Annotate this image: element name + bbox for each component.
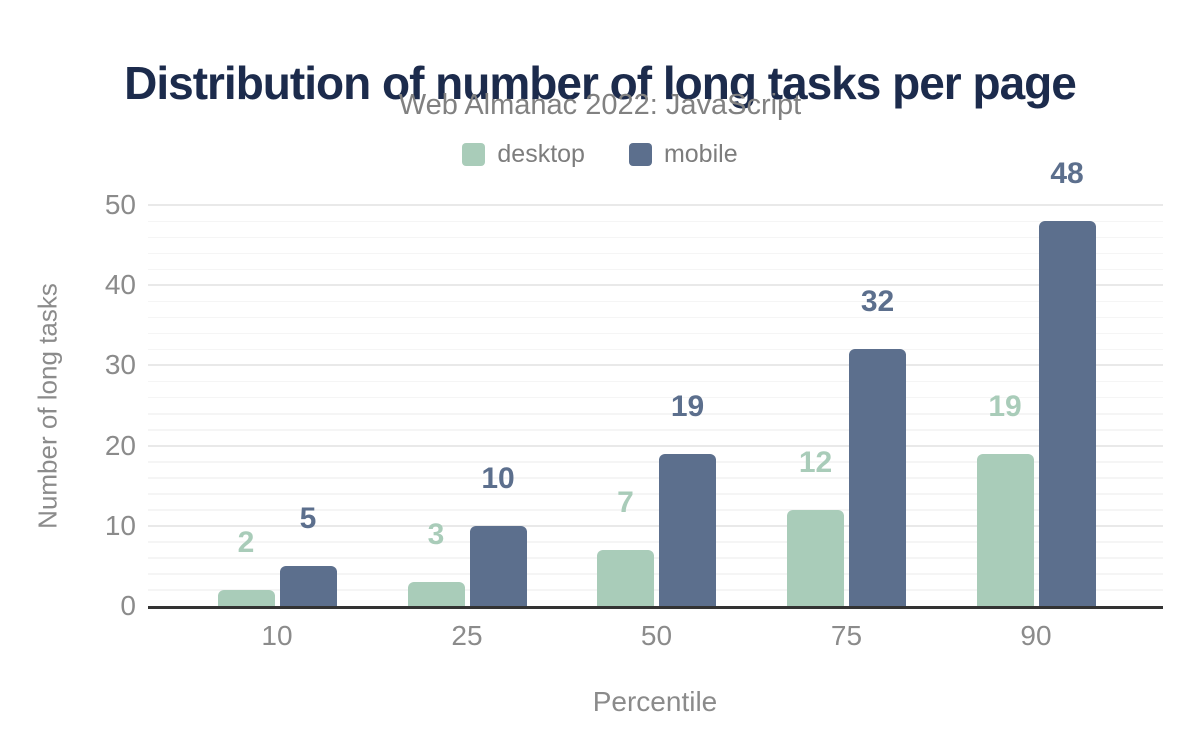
gridline-minor [148,541,1163,543]
bar-value-mobile-p90: 48 [1050,157,1084,191]
x-tick-label: 90 [1020,620,1052,651]
gridline-minor [148,509,1163,511]
bar-desktop-p90[interactable] [976,453,1034,606]
bar-mobile-p10[interactable] [279,565,337,606]
y-tick-label: 20 [104,429,136,461]
gridline-minor [148,268,1163,271]
y-axis-title: Number of long tasks [32,282,63,529]
bar-mobile-p25[interactable] [469,525,527,606]
gridline-minor [148,461,1163,463]
legend-item-desktop[interactable]: desktop [462,140,585,169]
legend-item-mobile[interactable]: mobile [628,140,738,169]
bar-desktop-p25[interactable] [407,581,465,606]
gridline-minor [148,493,1163,495]
y-tick-label: 40 [104,269,136,301]
gridline-minor [148,220,1163,223]
y-tick-label: 10 [104,509,136,541]
bar-value-mobile-p50: 19 [670,389,705,423]
chart-title: Distribution of number of long tasks per… [124,56,1077,109]
mobile-swatch-icon [628,143,652,166]
bar-value-desktop-p10: 2 [237,525,255,559]
bar-value-desktop-p50: 7 [617,485,634,519]
gridline-minor [148,413,1163,415]
bar-value-desktop-p90: 19 [988,389,1022,423]
legend-label-desktop: desktop [497,140,585,168]
x-tick-label: 25 [451,620,483,651]
x-axis-title: Percentile [592,686,718,717]
gridline-major [148,204,1163,206]
x-tick-label: 75 [830,620,863,651]
gridline-major [148,364,1163,367]
gridline-minor [148,300,1163,303]
gridline-minor [148,236,1163,239]
bar-mobile-p50[interactable] [659,453,716,606]
gridline-minor [148,332,1163,335]
bar-value-desktop-p25: 3 [427,517,445,551]
gridline-minor [148,396,1163,399]
gridline-minor [148,589,1163,591]
x-tick-label: 10 [261,620,293,651]
legend-label-mobile: mobile [663,140,738,168]
bar-mobile-p75[interactable] [849,349,906,606]
gridline-minor [148,557,1163,559]
gridline-minor [148,429,1163,431]
bar-value-mobile-p25: 10 [481,461,515,495]
gridline-minor [148,316,1163,319]
gridline-minor [148,380,1163,383]
y-tick-label: 0 [120,590,136,621]
legend: desktop mobile [0,140,1200,169]
bar-mobile-p90[interactable] [1038,221,1096,606]
plot-area: Number of long tasks Percentile 0 10 20 30 4… [33,159,1163,717]
bar-value-mobile-p75: 32 [860,285,895,319]
desktop-swatch-icon [462,143,486,166]
gridline-minor [148,348,1163,351]
bar-desktop-p50[interactable] [597,549,654,606]
gridline-major [148,444,1163,447]
bar-desktop-p10[interactable] [217,589,275,606]
y-tick-label: 30 [104,349,136,381]
x-tick-label: 50 [640,620,673,651]
bar-value-mobile-p10: 5 [299,501,317,535]
y-tick-label: 50 [104,189,136,220]
chart-subtitle: Web Almanac 2022: JavaScript [398,89,802,121]
gridline-major [148,524,1163,527]
bar-desktop-p75[interactable] [787,509,844,606]
gridline-minor [148,477,1163,479]
gridline-minor [148,252,1163,255]
gridline-minor [148,573,1163,575]
gridline-major [148,284,1163,287]
bar-value-desktop-p75: 12 [798,445,833,479]
x-axis-baseline [148,606,1163,609]
